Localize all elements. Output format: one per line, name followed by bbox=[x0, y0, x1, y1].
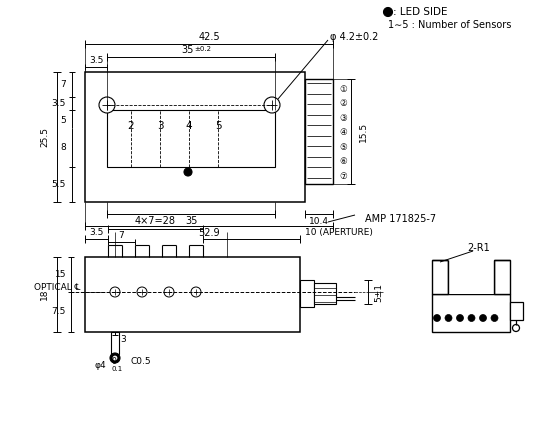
Bar bbox=[111, 332, 119, 354]
Text: 3.5: 3.5 bbox=[89, 56, 103, 65]
Circle shape bbox=[479, 314, 487, 322]
Circle shape bbox=[445, 314, 452, 322]
Bar bbox=[494, 260, 510, 294]
Text: C0.5: C0.5 bbox=[130, 357, 151, 366]
Bar bbox=[314, 283, 336, 304]
Text: ③: ③ bbox=[339, 114, 347, 122]
Text: 15: 15 bbox=[54, 270, 66, 279]
Text: 18: 18 bbox=[40, 289, 49, 300]
Bar bbox=[305, 79, 333, 184]
Text: ⑥: ⑥ bbox=[339, 157, 347, 166]
Text: 5: 5 bbox=[214, 121, 221, 131]
Text: 7: 7 bbox=[60, 80, 66, 89]
Bar bbox=[432, 260, 448, 294]
Bar bbox=[85, 72, 305, 202]
Text: AMP 171825-7: AMP 171825-7 bbox=[365, 214, 436, 224]
Text: ①: ① bbox=[339, 84, 347, 94]
Text: 35: 35 bbox=[182, 45, 194, 55]
Text: 52.9: 52.9 bbox=[198, 228, 220, 238]
Bar bbox=[300, 280, 314, 307]
Text: ±0.2: ±0.2 bbox=[194, 46, 212, 52]
Text: 7.5: 7.5 bbox=[52, 308, 66, 316]
Text: 1∼5 : Number of Sensors: 1∼5 : Number of Sensors bbox=[388, 20, 511, 30]
Text: 3.5: 3.5 bbox=[89, 227, 104, 236]
Text: φ4: φ4 bbox=[95, 362, 106, 371]
Text: 25.5: 25.5 bbox=[40, 127, 49, 147]
Text: 5.5: 5.5 bbox=[52, 180, 66, 189]
Text: 7: 7 bbox=[119, 230, 124, 240]
Text: ④: ④ bbox=[339, 128, 347, 137]
Circle shape bbox=[113, 356, 117, 360]
Text: 35: 35 bbox=[185, 216, 197, 226]
Text: 15.5: 15.5 bbox=[359, 122, 368, 141]
Text: 10.4: 10.4 bbox=[309, 216, 329, 225]
Text: 4×7=28: 4×7=28 bbox=[135, 216, 176, 226]
Circle shape bbox=[99, 97, 115, 113]
Text: ⑤: ⑤ bbox=[339, 143, 347, 151]
Text: 5±1: 5±1 bbox=[374, 282, 383, 301]
Text: 3: 3 bbox=[157, 121, 164, 131]
Text: 2-R1: 2-R1 bbox=[468, 243, 491, 253]
Text: : LED SIDE: : LED SIDE bbox=[393, 7, 447, 17]
Circle shape bbox=[191, 287, 201, 297]
Text: 4: 4 bbox=[186, 121, 192, 131]
Circle shape bbox=[110, 287, 120, 297]
Text: ②: ② bbox=[339, 99, 347, 108]
Text: 0.1: 0.1 bbox=[112, 366, 123, 372]
Circle shape bbox=[137, 287, 147, 297]
Text: 8: 8 bbox=[60, 143, 66, 152]
Bar bbox=[448, 260, 494, 294]
Text: OPTICAL ℄: OPTICAL ℄ bbox=[34, 282, 80, 292]
Bar bbox=[85, 257, 300, 332]
Circle shape bbox=[491, 314, 498, 322]
Circle shape bbox=[512, 325, 520, 332]
Bar bbox=[432, 294, 510, 332]
Circle shape bbox=[264, 97, 280, 113]
Bar bbox=[107, 110, 275, 167]
Circle shape bbox=[164, 287, 174, 297]
Text: 10 (APERTURE): 10 (APERTURE) bbox=[305, 227, 373, 236]
Text: 5: 5 bbox=[60, 116, 66, 124]
Text: φ 4.2±0.2: φ 4.2±0.2 bbox=[330, 32, 379, 42]
Text: ⑦: ⑦ bbox=[339, 171, 347, 181]
Text: 0: 0 bbox=[112, 357, 117, 365]
Circle shape bbox=[110, 353, 120, 363]
Text: 3.5: 3.5 bbox=[52, 99, 66, 108]
Text: 42.5: 42.5 bbox=[198, 32, 220, 42]
Circle shape bbox=[184, 168, 192, 176]
Text: 3: 3 bbox=[120, 335, 126, 344]
Circle shape bbox=[433, 314, 441, 322]
Text: 2: 2 bbox=[128, 121, 134, 131]
Circle shape bbox=[468, 314, 475, 322]
Circle shape bbox=[384, 8, 393, 16]
Circle shape bbox=[456, 314, 464, 322]
Bar bbox=[510, 302, 523, 320]
